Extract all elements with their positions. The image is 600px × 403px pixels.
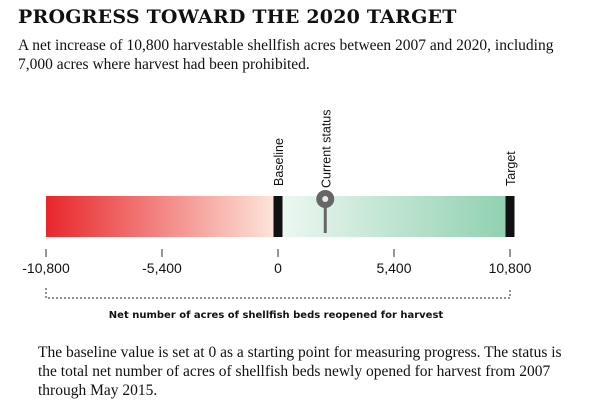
x-tick-label: -10,800: [22, 260, 70, 276]
marker-label: Baseline: [272, 138, 286, 186]
current-status-pin: [316, 190, 335, 233]
x-tick-label: 10,800: [489, 260, 532, 276]
chart-title: PROGRESS TOWARD THE 2020 TARGET: [18, 6, 457, 28]
positive-range-bar: [278, 196, 510, 237]
chart-footnote: The baseline value is set at 0 as a star…: [38, 344, 562, 399]
chart-subtitle: A net increase of 10,800 harvestable she…: [18, 37, 554, 73]
baseline-marker-bar: [273, 196, 283, 237]
marker-label: Target: [504, 151, 518, 186]
marker-label: Current status: [319, 109, 333, 188]
x-tick-label: -5,400: [142, 260, 182, 276]
target-marker-bar: [505, 196, 515, 237]
x-tick-label: 5,400: [376, 260, 411, 276]
x-axis-label: Net number of acres of shellfish beds re…: [109, 310, 444, 321]
negative-range-bar: [46, 196, 278, 237]
axis-range-bracket: [45, 288, 511, 299]
x-tick-label: 0: [274, 260, 282, 276]
